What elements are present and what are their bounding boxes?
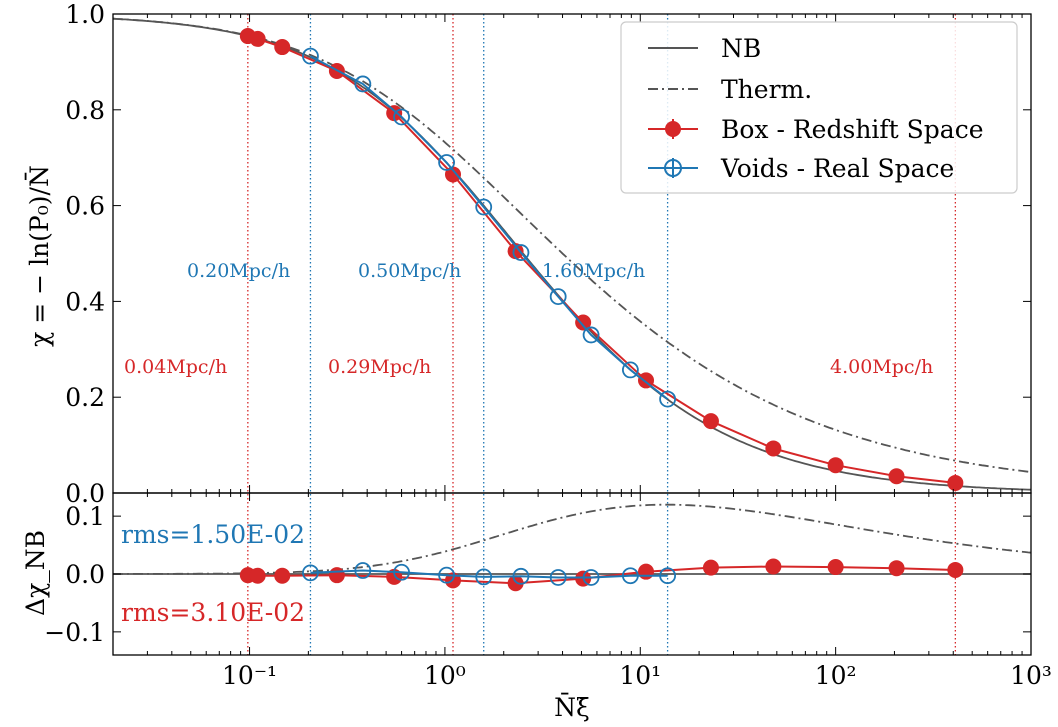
main-series-line bbox=[310, 55, 669, 400]
rms-box-annotation: rms=3.10E-02 bbox=[121, 598, 305, 627]
scale-label-5: 1.60Mpc/h bbox=[542, 260, 645, 282]
main-box-point bbox=[274, 39, 291, 56]
main-box-point bbox=[702, 413, 719, 430]
main-y-tick-label-5: 1.0 bbox=[65, 0, 105, 29]
residual-series-line bbox=[247, 565, 956, 585]
legend: NB Therm. Box - Redshift Space Voids - R… bbox=[620, 21, 1018, 194]
residual-box-point bbox=[274, 567, 291, 584]
main-voids-point bbox=[302, 47, 319, 65]
main-series-voids bbox=[302, 47, 677, 408]
residual-box-point bbox=[507, 575, 524, 592]
residual-box-point bbox=[328, 567, 345, 584]
residual-voids-point bbox=[549, 569, 567, 586]
residual-y-tick-label-2: 0.1 bbox=[65, 502, 105, 531]
therm-residual-curve bbox=[113, 503, 1032, 575]
main-box-point bbox=[947, 474, 964, 491]
residual-series-voids bbox=[302, 562, 677, 586]
main-box-point bbox=[575, 314, 592, 331]
x-tick-label-3: 10² bbox=[815, 661, 857, 690]
main-voids-point bbox=[621, 361, 639, 379]
residual-box-point bbox=[702, 559, 719, 576]
main-y-tick-label-2: 0.4 bbox=[65, 287, 105, 316]
residual-voids-point bbox=[621, 567, 639, 585]
scale-marker-lines bbox=[247, 14, 957, 655]
residual-voids-point bbox=[438, 566, 455, 584]
main-box-point bbox=[507, 243, 524, 260]
residual-voids-point bbox=[512, 567, 530, 585]
residual-model-curves bbox=[113, 503, 1032, 575]
axes-layer: 10⁻¹ 10⁰ 10¹ 10² 10³ 0.0 0.2 0.4 0.6 0.8 1.0 −0.1 0.… bbox=[44, 0, 1052, 690]
residual-voids-point bbox=[393, 563, 410, 581]
scale-label-3: 0.20Mpc/h bbox=[187, 260, 290, 282]
x-axis-label: N̄ξ̄ bbox=[554, 693, 590, 722]
residual-voids-point bbox=[354, 562, 372, 579]
legend-box-label: Box - Redshift Space bbox=[721, 115, 984, 144]
residual-voids-point bbox=[582, 569, 600, 586]
residual-box-point bbox=[765, 558, 782, 575]
legend-nb-label: NB bbox=[721, 34, 761, 63]
main-box-point bbox=[888, 468, 905, 485]
x-tick-label-0: 10⁻¹ bbox=[222, 661, 277, 690]
x-tick-label-4: 10³ bbox=[1010, 661, 1052, 690]
legend-therm-label: Therm. bbox=[721, 75, 812, 104]
main-y-tick-label-4: 0.8 bbox=[65, 96, 105, 125]
main-voids-point bbox=[549, 288, 567, 306]
residual-voids-point bbox=[659, 567, 677, 585]
residual-voids-point bbox=[475, 568, 493, 586]
main-voids-point bbox=[354, 75, 372, 93]
residual-box-point bbox=[638, 563, 655, 580]
scale-label-4: 0.50Mpc/h bbox=[358, 260, 461, 282]
legend-box-swatch-marker bbox=[665, 121, 681, 137]
scale-label-0: 0.04Mpc/h bbox=[124, 356, 227, 378]
legend-voids-swatch-marker bbox=[664, 159, 682, 177]
main-box-point bbox=[827, 457, 844, 474]
main-voids-point bbox=[512, 244, 530, 261]
main-voids-point bbox=[659, 390, 677, 408]
main-y-tick-label-1: 0.2 bbox=[65, 383, 105, 412]
residual-series-line bbox=[310, 569, 668, 579]
residual-y-tick-label-1: 0.0 bbox=[65, 560, 105, 589]
residual-box-point bbox=[827, 559, 844, 576]
x-tick-label-2: 10¹ bbox=[619, 661, 661, 690]
residual-box-point bbox=[947, 561, 964, 578]
residual-box-point bbox=[249, 567, 266, 584]
rms-voids-annotation: rms=1.50E-02 bbox=[121, 520, 305, 549]
x-tick-label-1: 10⁰ bbox=[424, 661, 466, 690]
main-y-tick-label-3: 0.6 bbox=[65, 192, 105, 221]
scale-label-2: 4.00Mpc/h bbox=[830, 356, 933, 378]
main-y-axis-label: χ = − ln(P₀)/N̄ bbox=[25, 165, 54, 347]
residual-y-tick-label-0: −0.1 bbox=[44, 618, 105, 647]
main-voids-point bbox=[438, 154, 455, 171]
main-voids-point bbox=[393, 108, 410, 126]
main-box-point bbox=[249, 30, 266, 47]
main-box-point bbox=[765, 440, 782, 457]
main-y-tick-label-0: 0.0 bbox=[65, 479, 105, 508]
residual-y-axis-label: Δχ_NB bbox=[21, 530, 50, 616]
data-series-layer bbox=[239, 28, 964, 592]
main-voids-point bbox=[582, 326, 600, 344]
main-voids-point bbox=[475, 198, 493, 216]
legend-box bbox=[620, 21, 1018, 194]
legend-voids-label: Voids - Real Space bbox=[720, 154, 954, 183]
residual-voids-point bbox=[302, 564, 319, 582]
scale-label-1: 0.29Mpc/h bbox=[328, 356, 431, 378]
residual-box-point bbox=[888, 560, 905, 577]
